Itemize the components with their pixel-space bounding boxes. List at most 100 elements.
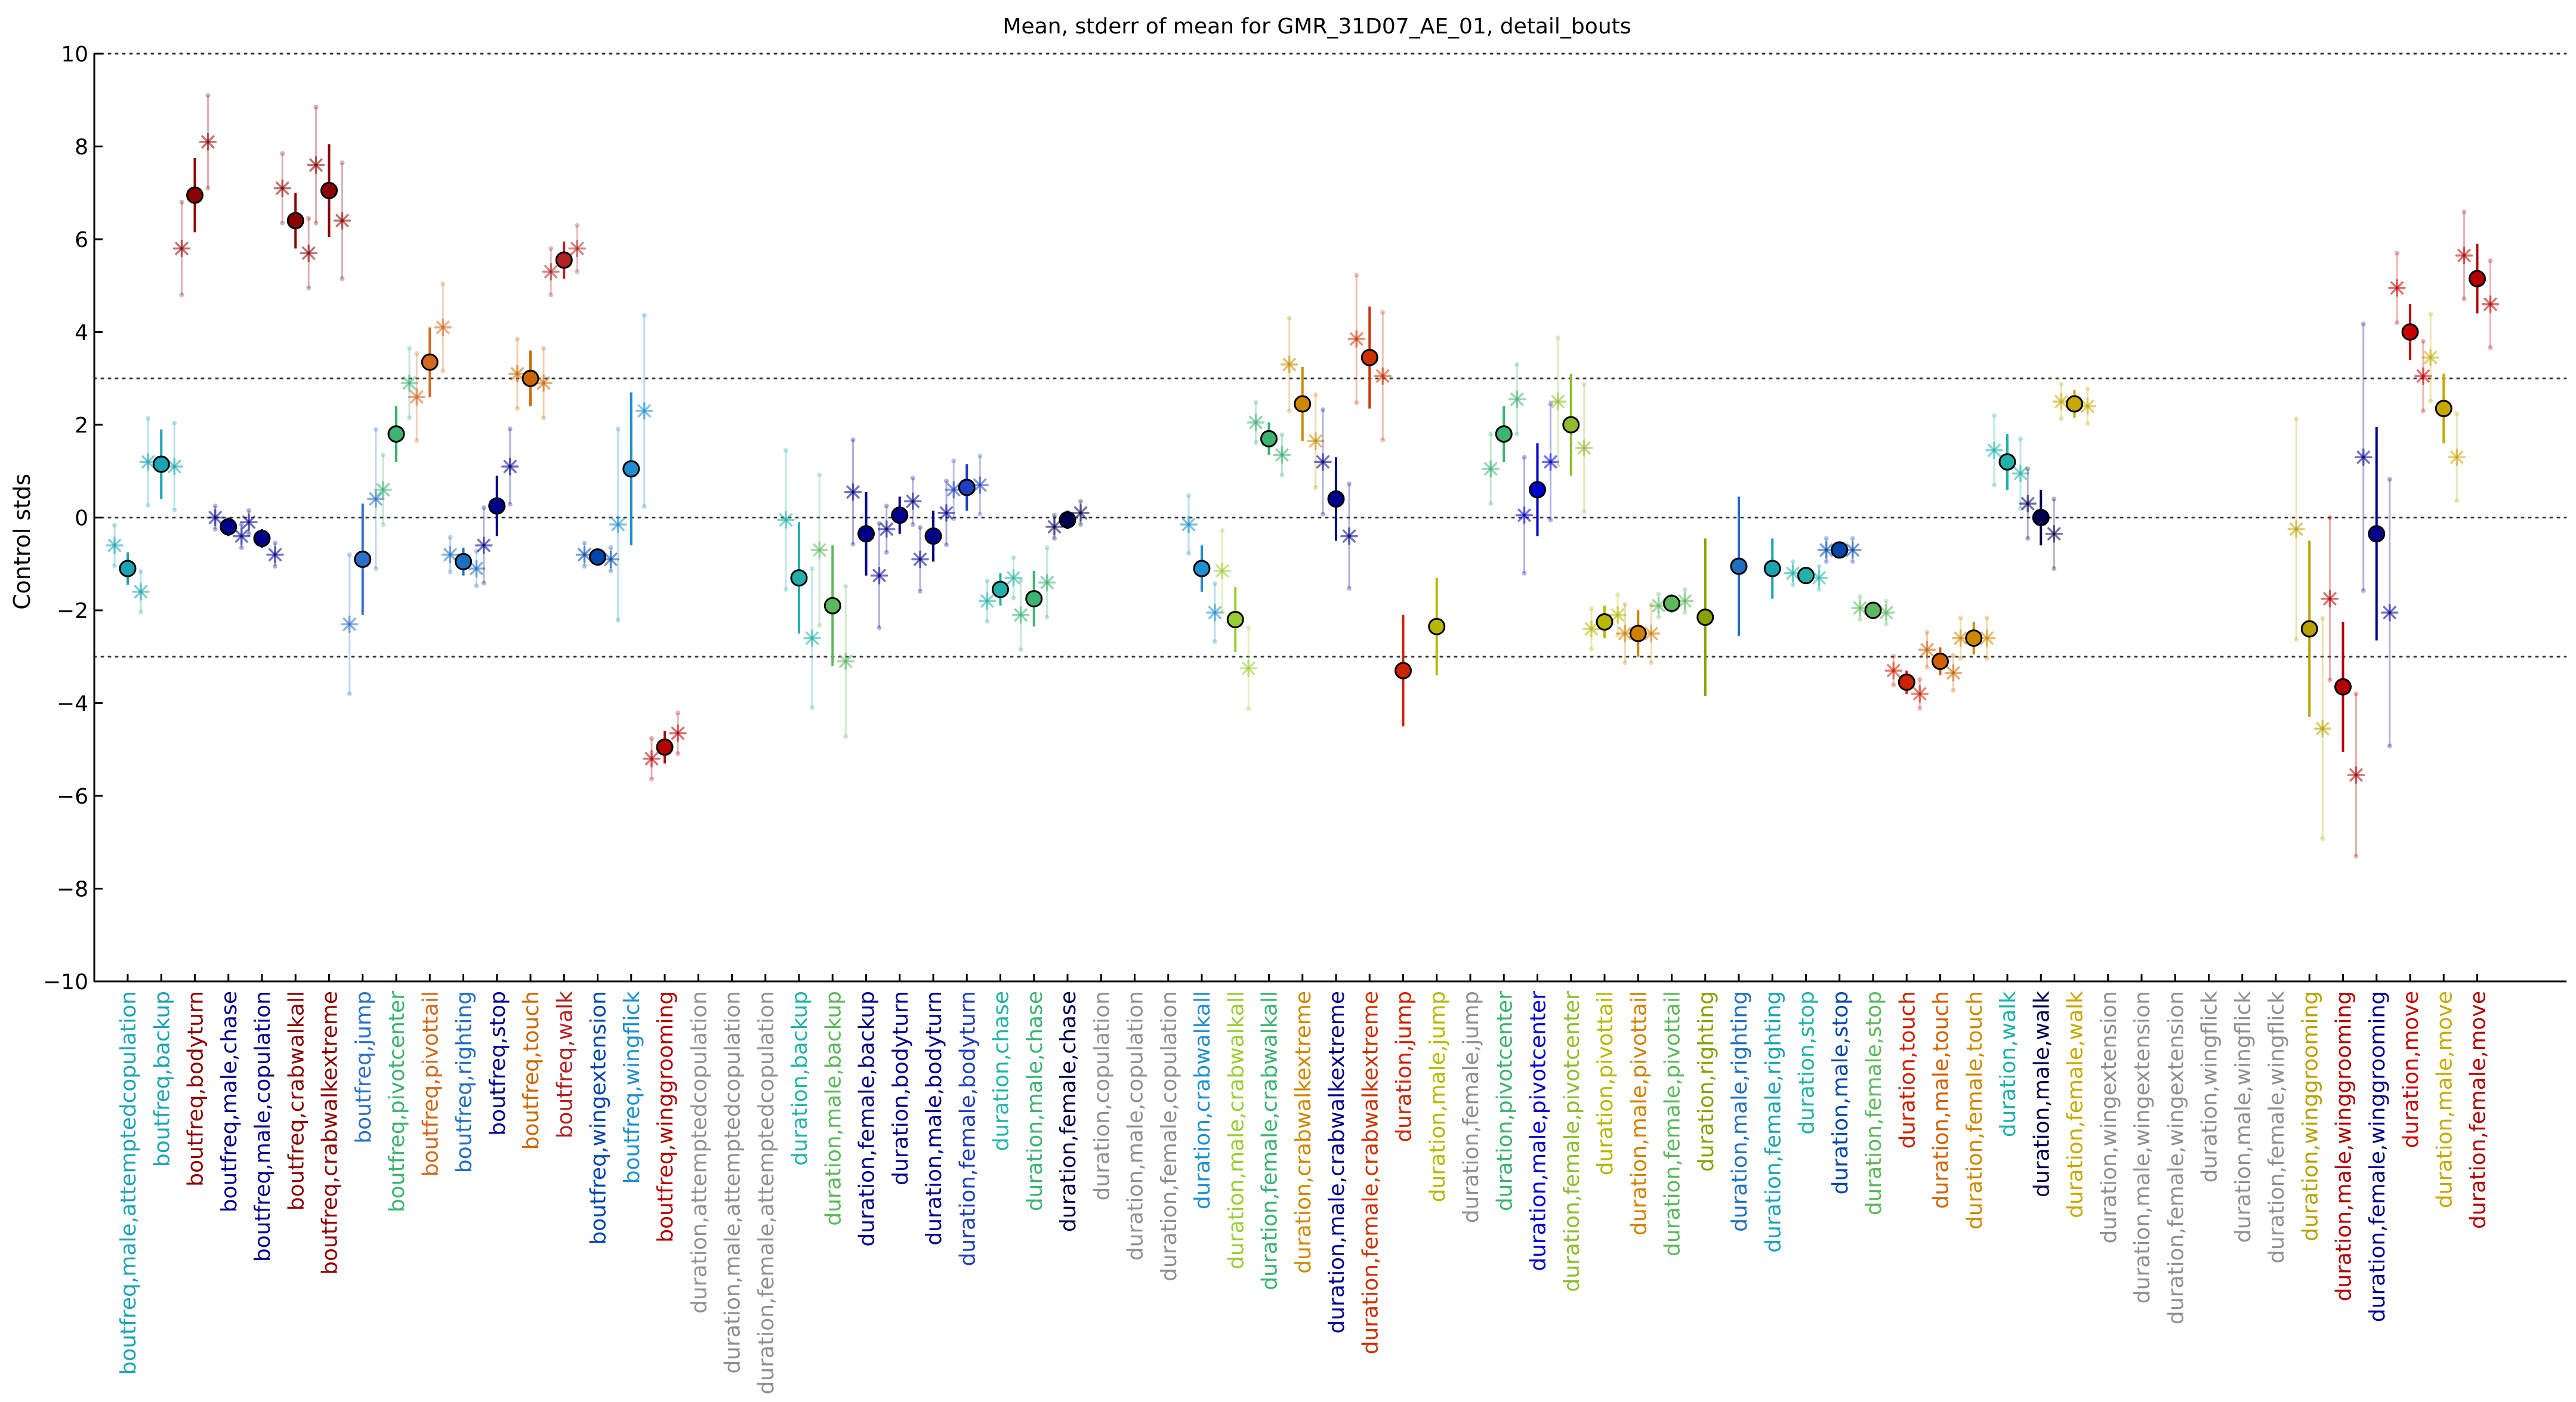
subgroup-marker xyxy=(1307,432,1325,450)
subgroup-error-cap xyxy=(246,508,251,513)
mean-marker xyxy=(823,597,841,614)
x-tick-label: boutfreq,male,copulation xyxy=(251,991,275,1262)
subgroup-error-cap xyxy=(481,505,486,510)
category-marks xyxy=(441,535,486,589)
x-tick-label: duration,female,chase xyxy=(1056,991,1081,1232)
subgroup-error-cap xyxy=(1622,602,1628,607)
x-tick-label: duration,female,wingflick xyxy=(2265,991,2289,1264)
category-marks xyxy=(2287,416,2331,841)
subgroup-error-cap xyxy=(2421,408,2426,413)
subgroup-marker xyxy=(837,652,854,671)
subgroup-error-cap xyxy=(1615,592,1620,597)
subgroup-marker xyxy=(911,550,929,569)
subgroup-marker xyxy=(501,458,519,475)
category-marks xyxy=(2052,381,2097,427)
subgroup-error-cap xyxy=(212,526,218,532)
subgroup-error-cap xyxy=(1287,408,1292,413)
subgroup-error-cap xyxy=(179,292,184,298)
subgroup-error-cap xyxy=(280,220,285,226)
category-marks xyxy=(945,453,989,521)
x-tick-label: boutfreq,wingextension xyxy=(587,991,611,1245)
subgroup-error-cap xyxy=(2018,436,2023,441)
y-axis-label: Control stds xyxy=(9,474,35,610)
mean-marker xyxy=(1562,416,1580,434)
subgroup-error-cap xyxy=(1548,517,1553,523)
subgroup-marker xyxy=(937,504,955,522)
subgroup-marker xyxy=(2414,367,2432,385)
mean-marker xyxy=(253,529,271,547)
subgroup-error-cap xyxy=(951,458,957,464)
subgroup-error-cap xyxy=(407,415,412,421)
category-marks xyxy=(172,92,217,298)
mean-marker xyxy=(1193,560,1211,578)
mean-marker xyxy=(1629,625,1647,643)
subgroup-error-cap xyxy=(2051,566,2057,572)
subgroup-error-cap xyxy=(1018,578,1023,583)
subgroup-error-cap xyxy=(1246,706,1251,712)
x-tick-label: duration,pivottail xyxy=(1593,991,1618,1175)
mean-marker xyxy=(1428,617,1446,635)
x-tick-label: duration,crabwalkall xyxy=(1190,991,1215,1209)
subgroup-marker xyxy=(206,508,224,527)
subgroup-error-cap xyxy=(1656,591,1661,597)
category-marks xyxy=(1616,602,1660,665)
subgroup-error-cap xyxy=(1078,522,1083,527)
subgroup-error-cap xyxy=(1891,683,1896,688)
mean-marker xyxy=(152,455,170,473)
y-tick-label: −6 xyxy=(57,785,88,809)
category-marks xyxy=(978,555,1023,624)
subgroup-error-cap xyxy=(2461,209,2467,215)
subgroup-error-cap xyxy=(1992,483,1997,488)
category-marks xyxy=(206,504,251,551)
subgroup-error-cap xyxy=(548,246,554,251)
subgroup-marker xyxy=(2313,719,2331,738)
subgroup-error-cap xyxy=(1984,656,1989,661)
category-marks xyxy=(2421,311,2466,504)
subgroup-error-cap xyxy=(2461,297,2467,302)
mean-marker xyxy=(1998,453,2016,471)
subgroup-error-cap xyxy=(407,345,412,351)
subgroup-error-cap xyxy=(783,447,788,453)
x-tick-label: boutfreq,righting xyxy=(452,991,477,1173)
subgroup-error-cap xyxy=(649,736,654,741)
category-marks xyxy=(1281,316,1325,490)
category-marks xyxy=(1549,335,1593,514)
subgroup-marker xyxy=(233,527,251,545)
subgroup-marker xyxy=(273,179,291,197)
subgroup-error-cap xyxy=(1522,570,1527,576)
mean-marker xyxy=(1864,601,1882,619)
subgroup-marker xyxy=(2078,397,2097,415)
subgroup-marker xyxy=(844,483,862,501)
mean-marker xyxy=(387,425,405,443)
subgroup-error-cap xyxy=(2294,637,2299,642)
subgroup-error-cap xyxy=(2059,381,2064,387)
subgroup-error-cap xyxy=(1279,432,1285,437)
subgroup-marker xyxy=(408,388,425,406)
subgroup-error-cap xyxy=(1514,362,1520,367)
subgroup-marker xyxy=(2347,766,2365,784)
subgroup-error-cap xyxy=(246,531,251,536)
subgroup-error-cap xyxy=(1347,586,1352,591)
category-marks xyxy=(139,416,183,512)
x-tick-label: duration,winggrooming xyxy=(2298,991,2322,1242)
mean-marker xyxy=(1730,557,1748,575)
subgroup-marker xyxy=(1273,446,1291,464)
subgroup-error-cap xyxy=(1816,564,1822,569)
subgroup-error-cap xyxy=(1186,551,1191,556)
subgroup-marker xyxy=(1213,562,1231,580)
mean-marker xyxy=(924,527,942,545)
subgroup-marker xyxy=(1944,664,1963,682)
category-marks xyxy=(2388,251,2432,413)
subgroup-error-cap xyxy=(1044,545,1050,551)
subgroup-marker xyxy=(2045,524,2063,543)
subgroup-marker xyxy=(2355,448,2373,467)
subgroup-error-cap xyxy=(205,92,211,98)
subgroup-error-cap xyxy=(347,691,352,696)
x-tick-label: duration,male,winggrooming xyxy=(2332,991,2356,1301)
subgroup-error-cap xyxy=(985,578,990,583)
subgroup-marker xyxy=(2388,279,2406,297)
subgroup-error-cap xyxy=(1958,615,1963,620)
x-tick-label: duration,walk xyxy=(1996,991,2020,1137)
subgroup-error-cap xyxy=(541,345,546,351)
subgroup-error-cap xyxy=(239,545,244,551)
